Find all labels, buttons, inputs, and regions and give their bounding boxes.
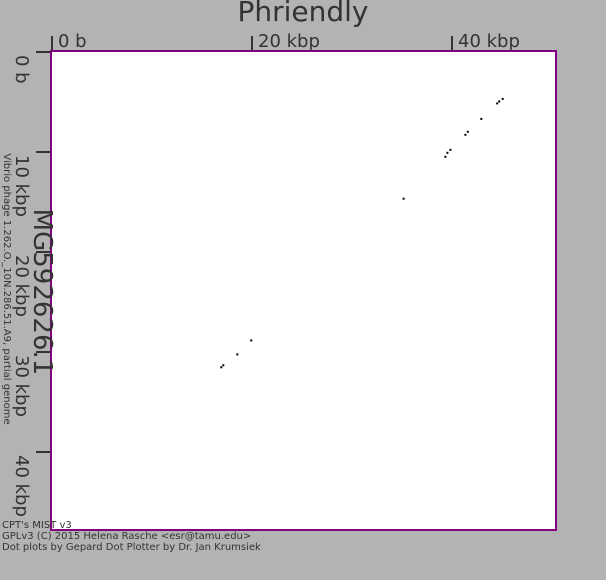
- match-point: [496, 102, 499, 105]
- x-tick-mark: [451, 36, 453, 51]
- match-point: [250, 339, 253, 342]
- match-point: [449, 148, 452, 151]
- x-tick-mark: [251, 36, 253, 51]
- dot-plot-svg: [220, 97, 504, 369]
- y-tick-mark: [36, 51, 51, 53]
- y-axis-label: MG592626.1: [27, 208, 57, 376]
- match-point: [446, 151, 449, 154]
- match-point: [480, 117, 483, 120]
- plot-area: [50, 50, 557, 531]
- y-tick-label: 10 kbp: [11, 155, 32, 217]
- y-tick-mark: [36, 151, 51, 153]
- match-point: [222, 364, 225, 367]
- y-tick-label: 0 b: [11, 55, 32, 84]
- x-tick-label: 0 b: [58, 31, 87, 52]
- match-point: [464, 133, 467, 136]
- y-tick-mark: [36, 251, 51, 253]
- x-tick-label: 20 kbp: [258, 31, 320, 52]
- y-tick-mark: [36, 451, 51, 453]
- x-tick-label: 40 kbp: [458, 31, 520, 52]
- match-point: [444, 155, 447, 158]
- x-tick-mark: [51, 36, 53, 51]
- y-axis-sublabel: Vibrio phage 1.262.O._10N.286.51.A9, par…: [1, 153, 12, 425]
- footer-credits: CPT's MIST v3 GPLv3 (C) 2015 Helena Rasc…: [2, 520, 261, 553]
- footer-line: Dot plots by Gepard Dot Plotter by Dr. J…: [2, 542, 261, 553]
- footer-line: GPLv3 (C) 2015 Helena Rasche <esr@tamu.e…: [2, 531, 252, 542]
- footer-line: CPT's MIST v3: [2, 520, 72, 531]
- y-tick-label: 40 kbp: [11, 455, 32, 517]
- y-tick-mark: [36, 351, 51, 353]
- chart-title: Phriendly: [237, 0, 369, 28]
- match-point: [402, 197, 405, 200]
- match-point: [498, 100, 501, 103]
- match-point: [220, 366, 223, 369]
- match-point: [501, 97, 504, 100]
- match-point: [236, 353, 239, 356]
- match-point: [466, 130, 469, 133]
